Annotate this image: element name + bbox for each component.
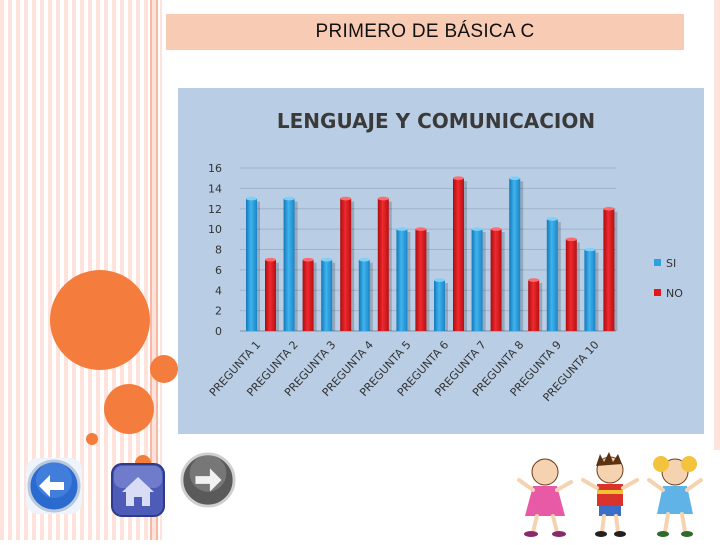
bar-top bbox=[415, 227, 427, 231]
home-button[interactable] bbox=[110, 462, 166, 518]
bar-si bbox=[358, 259, 370, 331]
y-tick-label: 6 bbox=[215, 264, 222, 277]
bar-top bbox=[471, 227, 483, 231]
slide-title-bar: PRIMERO DE BÁSICA C bbox=[166, 14, 684, 50]
bar-si bbox=[283, 198, 295, 331]
bar-no bbox=[302, 259, 314, 331]
bar-si bbox=[396, 229, 408, 331]
bar-no bbox=[565, 239, 577, 331]
legend-swatch-no bbox=[654, 289, 661, 296]
bar-no bbox=[528, 280, 540, 331]
bar-no bbox=[415, 229, 427, 331]
legend-swatch-si bbox=[654, 259, 661, 266]
bar-top bbox=[509, 176, 521, 180]
slide-title: PRIMERO DE BÁSICA C bbox=[315, 21, 535, 42]
bar-no bbox=[453, 178, 464, 331]
decorative-circle-large bbox=[50, 270, 150, 370]
y-tick-label: 16 bbox=[208, 162, 222, 175]
decorative-line bbox=[156, 0, 158, 540]
left-arrow-icon bbox=[27, 459, 81, 513]
bar-top bbox=[358, 257, 370, 262]
bar-si bbox=[471, 229, 483, 331]
decorative-stripes bbox=[0, 0, 162, 540]
bar-no bbox=[377, 198, 389, 331]
decorative-edge bbox=[714, 0, 720, 540]
bar-no bbox=[490, 229, 502, 331]
children-cartoon-image bbox=[505, 450, 720, 540]
bar-top bbox=[434, 278, 445, 282]
bar-top bbox=[340, 196, 352, 201]
y-tick-label: 8 bbox=[215, 244, 222, 257]
right-arrow-icon bbox=[180, 452, 236, 508]
y-tick-label: 4 bbox=[215, 284, 222, 297]
bar-top bbox=[453, 176, 464, 180]
bar-top bbox=[396, 227, 408, 231]
y-tick-label: 14 bbox=[208, 182, 222, 195]
bar-no bbox=[340, 198, 352, 331]
y-tick-label: 0 bbox=[215, 325, 222, 338]
bar-top bbox=[546, 217, 558, 221]
back-button[interactable] bbox=[26, 458, 82, 514]
home-icon bbox=[111, 463, 165, 517]
chart-title: LENGUAJE Y COMUNICACION bbox=[277, 109, 595, 133]
bar-no bbox=[603, 208, 615, 331]
bar-si bbox=[434, 280, 445, 331]
bar-si bbox=[584, 249, 596, 331]
bar-top bbox=[246, 196, 257, 201]
y-tick-label: 10 bbox=[208, 223, 222, 236]
decorative-line bbox=[150, 0, 152, 540]
decorative-circle bbox=[86, 433, 98, 445]
bar-top bbox=[528, 278, 540, 282]
next-button[interactable] bbox=[180, 452, 236, 508]
bar-si bbox=[246, 198, 257, 331]
legend-label-si: SI bbox=[666, 257, 676, 270]
y-tick-label: 12 bbox=[208, 203, 222, 216]
bar-no bbox=[265, 259, 276, 331]
bar-top bbox=[265, 257, 276, 262]
bar-top bbox=[584, 247, 596, 252]
bar-top bbox=[321, 257, 333, 262]
bar-top bbox=[377, 196, 389, 201]
legend-label-no: NO bbox=[666, 287, 683, 300]
bar-top bbox=[302, 257, 314, 262]
bar-top bbox=[490, 227, 502, 231]
children-illustration bbox=[505, 450, 720, 540]
decorative-circle bbox=[150, 355, 178, 383]
bar-si bbox=[546, 218, 558, 331]
bar-top bbox=[283, 196, 295, 201]
y-tick-label: 2 bbox=[215, 305, 222, 318]
decorative-circle bbox=[104, 384, 154, 434]
bar-top bbox=[603, 206, 615, 211]
bar-si bbox=[321, 259, 333, 331]
bar-top bbox=[565, 237, 577, 242]
bar-si bbox=[509, 178, 521, 331]
chart-panel: LENGUAJE Y COMUNICACION 0 2 4 6 8 10 12 14 16 PR… bbox=[178, 88, 704, 434]
